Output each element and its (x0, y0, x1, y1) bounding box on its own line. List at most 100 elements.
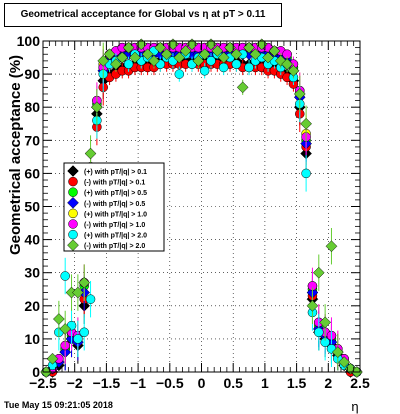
data-point (301, 168, 311, 179)
legend-entry-label: (-) with pT/|q| > 0.1 (84, 180, 145, 187)
x-tick-label: −2 (67, 375, 83, 391)
y-tick-label: 0 (32, 364, 40, 380)
y-tick-label: 70 (24, 132, 40, 148)
series-8 (40, 38, 363, 378)
data-point (148, 55, 160, 67)
x-tick-label: −2.5 (29, 375, 57, 391)
data-point (244, 62, 254, 73)
data-point (72, 286, 84, 299)
data-point (338, 356, 351, 368)
legend-entry-label: (+) with pT/|q| > 1.0 (84, 211, 147, 218)
data-point (205, 38, 217, 51)
y-tick-label: 10 (24, 331, 40, 347)
data-point (312, 266, 325, 279)
legend-marker (68, 187, 78, 197)
legend-marker (68, 176, 78, 187)
data-point (122, 41, 135, 54)
legend-entry-label: (-) with pT/|q| > 2.0 (84, 243, 145, 250)
y-tick-label: 40 (24, 232, 40, 248)
y-tick-label: 30 (24, 265, 40, 281)
legend-marker (67, 165, 79, 177)
legend-entry-label: (+) with pT/|q| > 0.1 (84, 169, 147, 176)
data-point (103, 48, 116, 61)
data-point (268, 45, 281, 57)
legend-box (63, 162, 165, 252)
x-tick-label: 2.5 (350, 375, 370, 391)
legend-marker (68, 229, 78, 240)
data-point (331, 346, 344, 358)
data-point (84, 147, 97, 160)
data-point (314, 327, 324, 338)
data-point (319, 316, 331, 329)
data-point (85, 294, 96, 304)
y-tick-label: 90 (24, 66, 40, 82)
legend-entry-label: (-) with pT/|q| > 1.0 (84, 222, 145, 229)
chart-title: Geometrical acceptance for Global vs η a… (20, 9, 266, 20)
data-point (173, 51, 186, 64)
data-point (230, 48, 243, 61)
data-point (110, 58, 122, 71)
data-point (97, 55, 110, 67)
data-point (79, 327, 89, 338)
legend-marker (67, 196, 79, 209)
data-point (249, 48, 262, 61)
data-point (218, 62, 229, 73)
x-tick-label: 0 (198, 375, 206, 391)
data-point (123, 59, 134, 69)
legend-entry-label: (+) with pT/|q| > 2.0 (84, 233, 147, 240)
data-point (262, 51, 274, 64)
data-point (59, 323, 72, 335)
data-point (186, 38, 198, 51)
data-point (306, 299, 319, 312)
data-point (211, 45, 224, 57)
chart-title-box: Geometrical acceptance for Global vs η a… (4, 3, 282, 27)
legend-marker (67, 239, 79, 252)
x-tick-label: 0.5 (223, 375, 243, 391)
legend-marker (68, 208, 78, 219)
x-tick-label: −1.5 (93, 375, 121, 391)
data-point (60, 271, 70, 281)
series-layer (40, 38, 363, 378)
data-point (129, 51, 141, 64)
footer-timestamp: Tue May 15 09:21:05 2018 (4, 400, 113, 410)
data-point (199, 66, 210, 76)
legend: (+) with pT/|q| > 0.1 (-) with pT/|q| > 0… (63, 162, 165, 252)
x-tick-label: −0.5 (156, 375, 184, 391)
data-point (293, 88, 306, 100)
x-axis-label: η (351, 399, 358, 414)
legend-entry-label: (+) with pT/|q| > 0.5 (84, 190, 147, 197)
legend-marker (68, 219, 78, 229)
data-point (91, 101, 103, 114)
y-tick-label: 60 (24, 165, 40, 181)
x-tick-label: 1 (261, 375, 269, 391)
data-point (198, 48, 211, 61)
data-point (236, 81, 249, 94)
data-point (46, 352, 59, 365)
data-point (287, 64, 300, 77)
y-tick-label: 20 (24, 298, 40, 314)
data-point (116, 51, 129, 64)
x-tick-label: 1.5 (287, 375, 307, 391)
data-point (281, 58, 293, 71)
data-point (141, 48, 154, 61)
ticks-layer: −2.5 −2 −1.5 −1 −0.5 0 0.5 1 1.5 2 2.5 0 10 20 30 40 50 6… (17, 33, 370, 391)
y-axis-label: Geometrical acceptance (%) (7, 55, 24, 255)
data-point (52, 313, 65, 325)
x-tick-label: 2 (324, 375, 332, 391)
data-point (73, 334, 83, 344)
legend-entry-label: (-) with pT/|q| > 0.5 (84, 201, 145, 208)
data-point (243, 41, 255, 54)
y-tick-label: 50 (24, 199, 40, 215)
data-point (174, 69, 185, 79)
data-point (206, 56, 216, 66)
x-tick-label: −1 (130, 375, 146, 391)
data-point (154, 41, 167, 54)
data-point (300, 117, 312, 130)
data-point (78, 276, 91, 289)
data-point (325, 240, 338, 253)
data-point (192, 55, 205, 67)
data-point (217, 51, 230, 64)
y-tick-label: 80 (24, 99, 40, 115)
data-point (160, 48, 173, 61)
